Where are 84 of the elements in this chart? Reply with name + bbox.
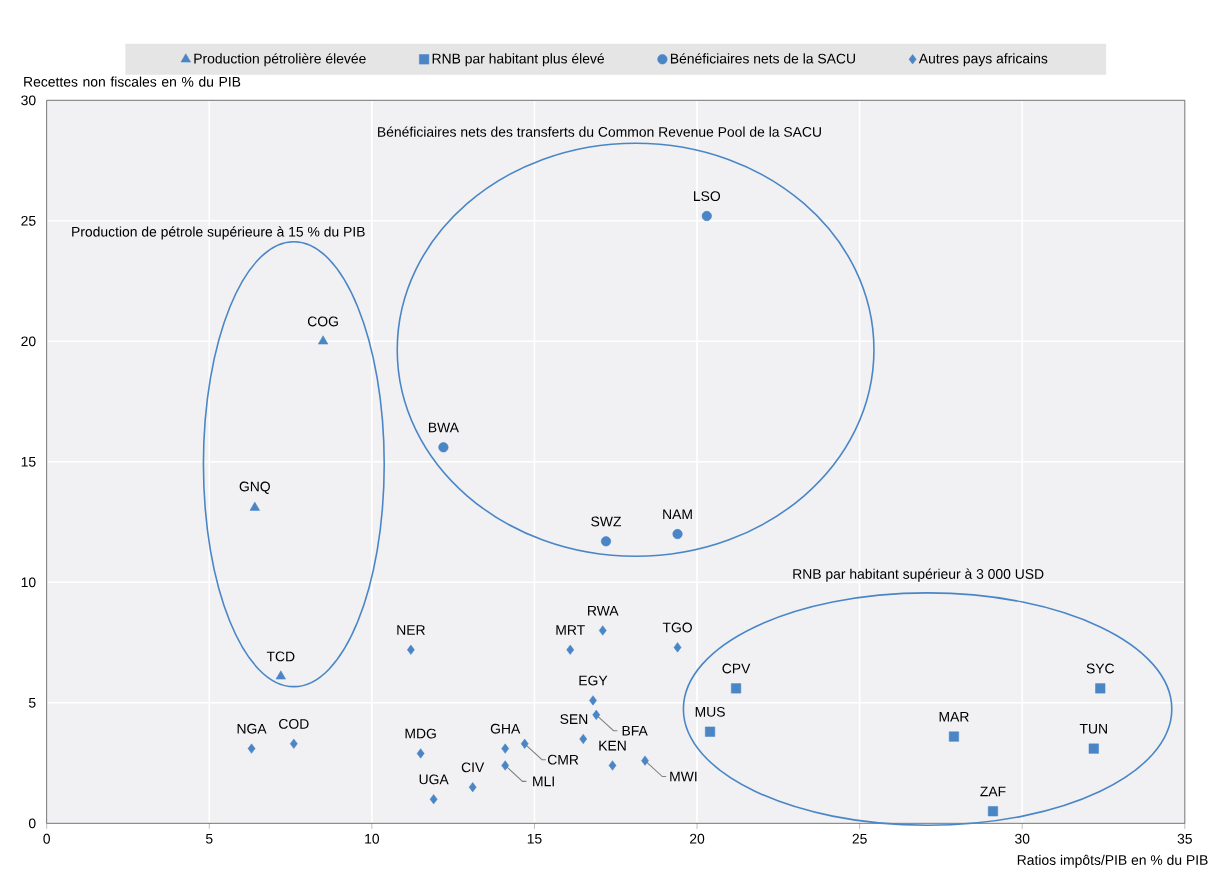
legend-label: Autres pays africains bbox=[918, 53, 1048, 67]
x-tick-label: 5 bbox=[205, 833, 213, 844]
annotation: GNQ bbox=[239, 481, 270, 494]
annotation: CMR bbox=[547, 754, 579, 765]
annotation: Bénéficiaires nets des transferts du Common Revenue Pool de la SACU bbox=[378, 126, 821, 137]
annotation: NER bbox=[397, 625, 425, 635]
point bbox=[289, 738, 298, 749]
point bbox=[468, 782, 477, 793]
point bbox=[705, 726, 716, 737]
annotation: RWA bbox=[588, 605, 619, 616]
annotation: SWZ bbox=[591, 516, 622, 527]
annotation: TUN bbox=[1079, 723, 1107, 734]
legend-label: RNB par habitant plus élevé bbox=[432, 53, 604, 67]
annotation: CPV bbox=[722, 663, 751, 674]
annotation: MDG bbox=[405, 728, 436, 739]
annotation: KEN bbox=[599, 740, 626, 751]
annotation: COD bbox=[279, 719, 309, 729]
x-tick-label: 15 bbox=[527, 833, 542, 844]
y-tick-label: 5 bbox=[28, 697, 36, 708]
point bbox=[407, 644, 415, 655]
point bbox=[416, 748, 425, 759]
annotation: BFA bbox=[622, 726, 648, 736]
annotation: MUS bbox=[695, 706, 725, 717]
point bbox=[641, 755, 649, 766]
point bbox=[438, 442, 449, 453]
point bbox=[592, 709, 601, 720]
point bbox=[589, 695, 597, 706]
annotation: TGO bbox=[662, 622, 692, 633]
point bbox=[501, 743, 510, 754]
annotation: BWA bbox=[428, 422, 459, 433]
y-tick-label: 20 bbox=[21, 336, 36, 347]
y-tick-label: 30 bbox=[21, 95, 36, 106]
x-axis-title: Ratios impôts/PIB en % du PIB bbox=[1017, 854, 1208, 868]
point bbox=[598, 625, 607, 636]
annotation: NGA bbox=[237, 723, 267, 734]
annotation: GHA bbox=[490, 723, 521, 734]
x-tick-label: 10 bbox=[365, 833, 380, 844]
y-tick-label: 15 bbox=[21, 456, 36, 467]
point bbox=[608, 760, 617, 771]
point bbox=[731, 683, 742, 694]
point bbox=[249, 501, 260, 511]
y-tick-label: 10 bbox=[21, 577, 36, 588]
x-tick-label: 20 bbox=[690, 833, 705, 844]
point bbox=[566, 644, 575, 655]
annotation: TCD bbox=[266, 651, 295, 662]
annotation: SEN bbox=[560, 714, 588, 725]
y-axis-title: Recettes non fiscales en % du PIB bbox=[24, 76, 241, 87]
annotation: ZAF bbox=[980, 786, 1006, 797]
annotation: EGY bbox=[579, 675, 608, 686]
annotation: MLI bbox=[533, 776, 554, 787]
annotation: MRT bbox=[556, 625, 585, 635]
point bbox=[1095, 683, 1106, 694]
point bbox=[501, 760, 510, 771]
point bbox=[579, 733, 588, 745]
annotation: MWI bbox=[670, 771, 697, 782]
point bbox=[987, 806, 999, 817]
y-tick-label: 0 bbox=[28, 818, 36, 829]
point bbox=[429, 794, 438, 805]
legend-label: Bénéficiaires nets de la SACU bbox=[670, 53, 855, 64]
annotation: UGA bbox=[419, 774, 449, 785]
point bbox=[948, 731, 959, 742]
annotation: COG bbox=[307, 316, 338, 327]
annotation: NAM bbox=[663, 509, 692, 520]
point bbox=[318, 335, 329, 345]
x-tick-label: 30 bbox=[1015, 833, 1030, 844]
point bbox=[1088, 743, 1099, 754]
point bbox=[520, 738, 529, 749]
x-tick-label: 0 bbox=[43, 833, 50, 844]
annotation: RNB par habitant supérieur à 3 000 USD bbox=[793, 568, 1044, 582]
legend-label: Production pétrolière élevée bbox=[194, 53, 366, 67]
annotation: Production de pétrole supérieure à 15 % du PIB bbox=[72, 226, 365, 240]
y-tick-label: 25 bbox=[21, 215, 36, 226]
annotation: MAR bbox=[939, 711, 969, 722]
point bbox=[600, 536, 612, 547]
x-tick-label: 35 bbox=[1177, 833, 1192, 844]
annotation: LSO bbox=[694, 191, 721, 202]
point bbox=[672, 529, 683, 540]
point bbox=[673, 642, 682, 653]
point bbox=[701, 210, 712, 222]
annotation: CIV bbox=[461, 762, 485, 773]
point bbox=[275, 670, 286, 680]
point bbox=[247, 743, 256, 754]
annotation: SYC bbox=[1086, 663, 1115, 674]
x-tick-label: 25 bbox=[852, 833, 867, 844]
